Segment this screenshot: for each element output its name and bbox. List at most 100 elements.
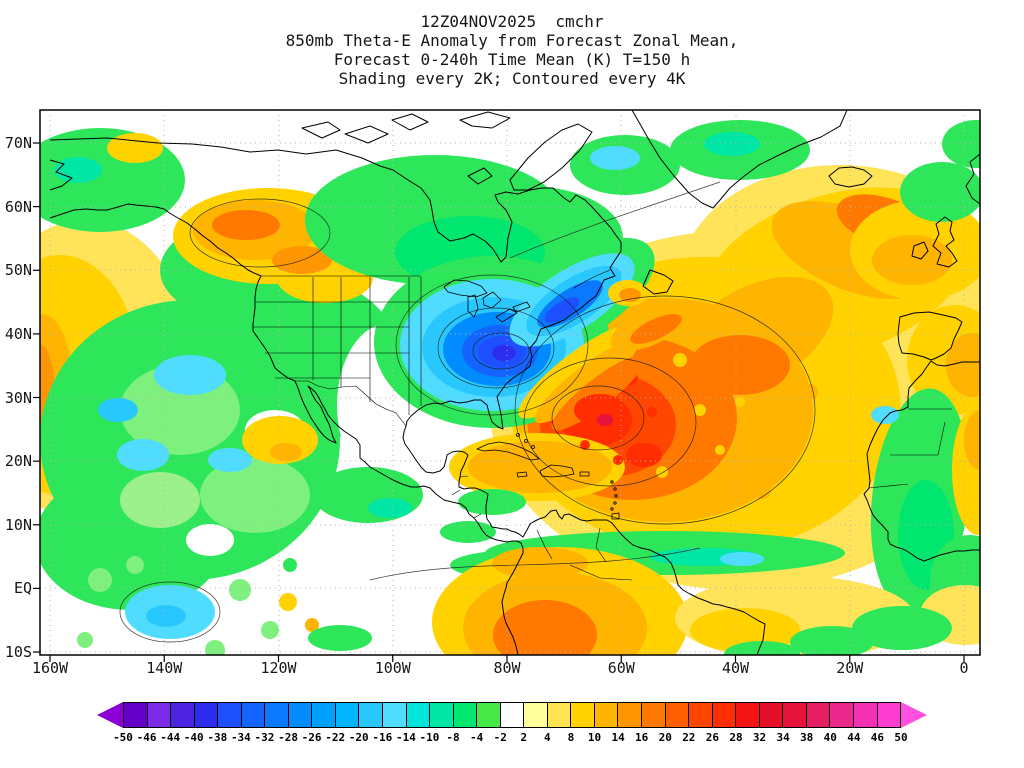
anomaly-map: [33, 109, 981, 662]
lat-axis: 70N 60N 50N 40N 30N 20N 10N EQ 10S: [0, 110, 34, 661]
lon-axis: 160W 140W 120W 100W 80W 60W 40W 20W 0: [32, 659, 980, 677]
colorbar-tick-label: -22: [325, 731, 346, 744]
colorbar: [97, 702, 927, 728]
lon-tick-label: 40W: [721, 659, 750, 677]
lon-tick-label: 60W: [607, 659, 635, 677]
colorbar-tick-label: 44: [847, 731, 861, 744]
axis-ticks: [33, 142, 965, 662]
colorbar-tick-label: -50: [113, 731, 133, 744]
colorbar-tick-label: -34: [230, 731, 251, 744]
colorbar-cell: [477, 702, 501, 728]
islands-and-lakes: [443, 279, 620, 520]
colorbar-cell: [830, 702, 854, 728]
colorbar-cell: [594, 702, 619, 728]
colorbar-tick-label: -28: [278, 731, 298, 744]
colorbar-cell: [171, 702, 195, 728]
colorbar-cell: [806, 702, 831, 728]
colorbar-cell: [712, 702, 737, 728]
colorbar-tick-label: 16: [635, 731, 649, 744]
colorbar-cell: [453, 702, 478, 728]
lat-tick-label: 50N: [4, 261, 32, 280]
colorbar-cell: [288, 702, 313, 728]
colorbar-cell: [877, 702, 902, 728]
colorbar-cell: [642, 702, 666, 728]
colorbar-tick-label: 8: [567, 731, 575, 744]
lon-tick-label: 160W: [31, 659, 69, 677]
colorbar-cell: [430, 702, 454, 728]
colorbar-cell: [571, 702, 595, 728]
colorbar-tick-label: -14: [395, 731, 416, 744]
lat-tick-label: 10N: [4, 515, 32, 534]
colorbar-cell: [406, 702, 431, 728]
colorbar-cell: [218, 702, 242, 728]
colorbar-cells: [123, 702, 902, 728]
colorbar-tick-label: 40: [823, 731, 837, 744]
colorbar-arrow-left: [97, 702, 123, 728]
colorbar-cell: [123, 702, 148, 728]
colorbar-tick-label: 34: [776, 731, 790, 744]
colorbar-tick-label: -32: [254, 731, 275, 744]
lon-tick-label: 80W: [493, 659, 521, 677]
colorbar-tick-label: 38: [800, 731, 814, 744]
contour-lines: [119, 181, 816, 643]
colorbar-cell: [689, 702, 713, 728]
lat-tick-label: 30N: [4, 388, 32, 407]
colorbar-tick-label: 14: [611, 731, 625, 744]
colorbar-cell: [265, 702, 289, 728]
colorbar-tick-label: -38: [207, 731, 228, 744]
colorbar-tick-label: 26: [705, 731, 720, 744]
colorbar-tick-label: 32: [752, 731, 767, 744]
colorbar-tick-label: 46: [870, 731, 885, 744]
title-forecast-range: Forecast 0-240h Time Mean (K) T=150 h: [333, 50, 691, 69]
colorbar-tick-label: 50: [894, 731, 908, 744]
colorbar-tick-label: -4: [470, 731, 484, 744]
colorbar-cell: [618, 702, 643, 728]
colorbar-cell: [335, 702, 360, 728]
lon-tick-label: 100W: [374, 659, 411, 677]
colorbar-cell: [783, 702, 807, 728]
colorbar-tick-label: -44: [160, 731, 181, 744]
colorbar-tick-label: 28: [729, 731, 743, 744]
lat-tick-label: 10S: [4, 643, 32, 662]
colorbar-cell: [147, 702, 172, 728]
colorbar-cell: [500, 702, 525, 728]
lon-tick-label: 120W: [260, 659, 297, 677]
colorbar-tick-label: 22: [682, 731, 696, 744]
colorbar-cell: [547, 702, 572, 728]
colorbar-tick-label: 2: [520, 731, 528, 744]
lon-tick-label: 0: [959, 659, 969, 677]
colorbar-cell: [312, 702, 336, 728]
colorbar-cell: [383, 702, 407, 728]
colorbar-arrow-right: [901, 702, 927, 728]
coastlines: [49, 110, 980, 655]
title-variable: 850mb Theta-E Anomaly from Forecast Zona…: [285, 31, 739, 50]
colorbar-cell: [736, 702, 760, 728]
colorbar-cell: [359, 702, 384, 728]
colorbar-cell: [194, 702, 219, 728]
colorbar-tick-label: 4: [544, 731, 551, 744]
colorbar-tick-label: -46: [136, 731, 157, 744]
colorbar-cell: [665, 702, 690, 728]
colorbar-cell: [853, 702, 878, 728]
colorbar-cell: [524, 702, 548, 728]
colorbar-tick-label: 10: [587, 731, 602, 744]
colorbar-cell: [241, 702, 266, 728]
lat-tick-label: 40N: [4, 324, 32, 343]
colorbar-tick-label: -40: [183, 731, 204, 744]
colorbar-tick-label: -2: [493, 731, 507, 744]
shading-field: [40, 120, 980, 655]
chart-title-block: 12Z04NOV2025 cmchr 850mb Theta-E Anomaly…: [0, 12, 1024, 88]
colorbar-tick-label: -8: [446, 731, 460, 744]
colorbar-cell: [759, 702, 784, 728]
political-borders: [253, 269, 952, 581]
colorbar-tick-label: -26: [301, 731, 322, 744]
colorbar-tick-label: 20: [658, 731, 672, 744]
colorbar-tick-label: -20: [348, 731, 369, 744]
colorbar-labels: -50 -46 -44 -40 -38 -34 -32 -28 -26 -22 -20 -16 -14-…: [97, 731, 927, 745]
lat-tick-label: 70N: [4, 134, 32, 152]
title-shading-note: Shading every 2K; Contoured every 4K: [338, 69, 686, 88]
lat-tick-label: EQ: [13, 579, 32, 598]
lat-tick-label: 20N: [4, 452, 32, 471]
title-run-and-model: 12Z04NOV2025 cmchr: [420, 12, 604, 31]
